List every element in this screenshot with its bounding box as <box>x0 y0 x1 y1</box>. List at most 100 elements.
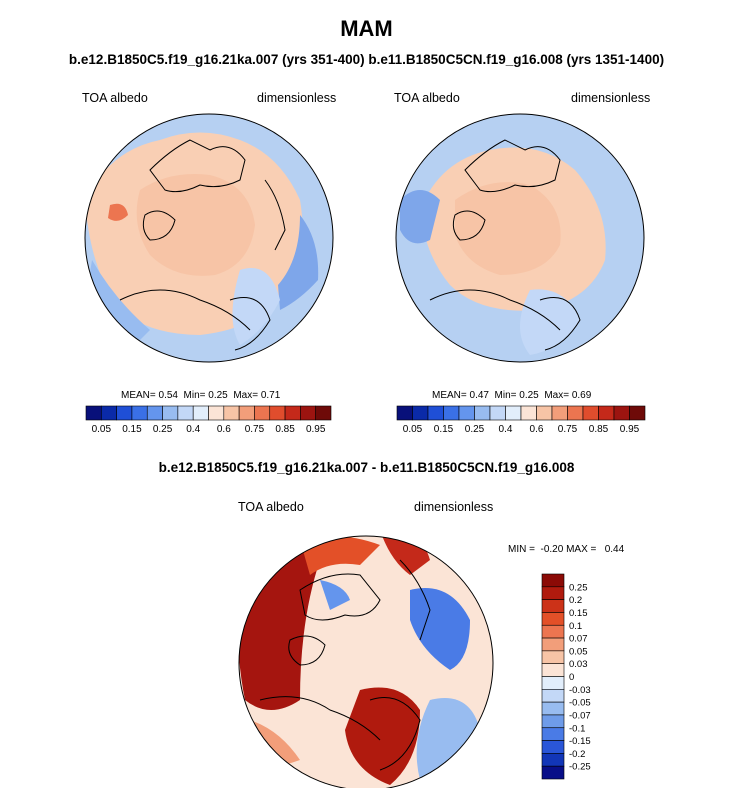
panel1-field-label: TOA albedo <box>82 91 148 105</box>
page-subtitle: b.e12.B1850C5.f19_g16.21ka.007 (yrs 351-… <box>68 52 665 67</box>
diff-colorbar-swatch <box>541 573 565 588</box>
panel2-colorbar-swatch <box>629 405 646 421</box>
diff-units-label: dimensionless <box>414 500 494 514</box>
diff-colorbar-tick-label: -0.07 <box>569 710 591 721</box>
panel2-coastlines <box>429 139 581 351</box>
diff-colorbar-swatch <box>541 612 565 626</box>
panel2-colorbar-tick-label: 0.85 <box>589 424 609 435</box>
panel1-colorbar-swatch <box>254 405 271 421</box>
panel2-colorbar-swatch <box>396 405 413 421</box>
panel2-colorbar-swatch <box>551 405 568 421</box>
diff-colorbar-tick-label: 0 <box>569 672 574 683</box>
diff-colorbar-tick-label: 0.15 <box>569 608 588 619</box>
diff-colorbar-swatch <box>541 637 565 652</box>
panel2-colorbar-swatch <box>458 405 475 421</box>
panel2-colorbar-swatch <box>582 405 599 421</box>
max-label: Max= <box>544 390 570 401</box>
diff-colorbar-tick-label: 0.05 <box>569 646 588 657</box>
panel2-colorbar-swatch <box>489 405 506 421</box>
panel2-polar-map <box>396 114 644 362</box>
max-value: 0.69 <box>571 390 592 401</box>
diff-colorbar-tick-label: 0.03 <box>569 659 588 670</box>
panel1-coastlines <box>119 139 286 351</box>
panel1-colorbar-swatch <box>315 405 332 421</box>
panel2-colorbar-swatch <box>412 405 429 421</box>
mean-value: 0.47 <box>469 390 489 401</box>
diff-colorbar-swatch <box>541 714 565 729</box>
diff-colorbar-swatch <box>541 650 565 664</box>
panel2-colorbar-swatch <box>520 405 537 421</box>
mean-value: 0.54 <box>158 390 178 401</box>
panel2-colorbar-swatch <box>427 405 444 421</box>
min-label: Min= <box>183 390 206 401</box>
panel1-colorbar-tick-label: 0.75 <box>245 424 265 435</box>
panel1-colorbar-tick-label: 0.25 <box>153 424 173 435</box>
panel2-units-label: dimensionless <box>571 91 651 105</box>
max-label: Max= <box>233 390 259 401</box>
panel2-colorbar-tick-label: 0.05 <box>403 424 423 435</box>
diff-colorbar-swatch <box>541 701 565 716</box>
diff-colorbar-tick-label: -0.2 <box>569 749 585 760</box>
panel2-colorbar-tick-label: 0.6 <box>530 424 544 435</box>
panel2-colorbar-tick-label: 0.95 <box>620 424 640 435</box>
panel1-colorbar-swatch <box>101 405 117 421</box>
diff-colorbar-swatch <box>541 624 565 639</box>
panel2-colorbar-tick-label: 0.25 <box>465 424 485 435</box>
diff-colorbar: 0.250.20.150.10.070.050.030-0.03-0.05-0.… <box>541 573 591 780</box>
panel1-colorbar-swatch <box>300 405 316 421</box>
diff-field-label: TOA albedo <box>238 500 304 514</box>
panel2-colorbar-tick-label: 0.15 <box>434 424 454 435</box>
diff-coastlines <box>259 559 431 771</box>
panel1-colorbar-tick-label: 0.05 <box>92 424 112 435</box>
diff-colorbar-tick-label: -0.03 <box>569 685 591 696</box>
diff-colorbar-swatch <box>541 765 565 780</box>
panel1-colorbar-tick-label: 0.15 <box>122 424 142 435</box>
panel1-map-border <box>84 113 334 363</box>
panel2-colorbar-tick-label: 0.4 <box>499 424 513 435</box>
difference-title: b.e12.B1850C5.f19_g16.21ka.007 - b.e11.B… <box>158 460 575 475</box>
diff-colorbar-tick-label: 0.2 <box>569 595 582 606</box>
min-value: 0.25 <box>519 390 539 401</box>
panel1-colorbar-swatch <box>269 405 286 421</box>
diff-colorbar-swatch <box>541 740 565 754</box>
panel1-colorbar-swatch <box>177 405 194 421</box>
page-title: MAM <box>340 16 393 41</box>
panel1-colorbar-tick-label: 0.6 <box>217 424 231 435</box>
diff-colorbar-tick-label: 0.07 <box>569 634 588 645</box>
diff-colorbar-tick-label: 0.1 <box>569 621 582 632</box>
diff-colorbar-tick-label: 0.25 <box>569 582 588 593</box>
panel2-colorbar-swatch <box>567 405 584 421</box>
panel1-colorbar-swatch <box>223 405 240 421</box>
diff-colorbar-swatch <box>541 586 565 600</box>
panel1-colorbar-swatch <box>192 405 209 421</box>
panel2-colorbar-swatch <box>474 405 491 421</box>
mean-label: MEAN= <box>121 390 156 401</box>
panel1-colorbar-swatch <box>238 405 255 421</box>
panel1-colorbar-swatch <box>116 405 133 421</box>
panel1-polar-map <box>85 114 333 362</box>
diff-colorbar-tick-label: -0.05 <box>569 698 591 709</box>
panel2-colorbar: 0.05 0.15 0.25 0.4 0.6 0.75 0.85 0.95 <box>396 405 646 435</box>
panel2-map-border <box>395 113 645 363</box>
diff-colorbar-swatch <box>541 753 565 767</box>
max-value: 0.71 <box>260 390 281 401</box>
panel2-colorbar-swatch <box>505 405 522 421</box>
panel1-colorbar-swatch <box>208 405 225 421</box>
diff-minmax: MIN = -0.20 MAX = 0.44 <box>508 544 625 555</box>
diff-colorbar-swatch <box>541 676 565 690</box>
diff-colorbar-tick-label: -0.1 <box>569 723 585 734</box>
panel2-colorbar-swatch <box>443 405 460 421</box>
panel1-colorbar: 0.05 0.15 0.25 0.4 0.6 0.75 0.85 0.95 <box>85 405 332 435</box>
diff-colorbar-swatch <box>541 599 565 613</box>
panel2-stats: MEAN= 0.47 Min= 0.25 Max= 0.69 <box>432 390 591 401</box>
panel2-colorbar-swatch <box>598 405 615 421</box>
panel2-field-label: TOA albedo <box>394 91 460 105</box>
panel1-colorbar-tick-label: 0.95 <box>306 424 326 435</box>
panel1-colorbar-swatch <box>85 405 102 421</box>
panel1-colorbar-swatch <box>162 405 179 421</box>
panel2-colorbar-swatch <box>536 405 553 421</box>
diff-colorbar-tick-label: -0.25 <box>569 762 591 773</box>
panel1-stats: MEAN= 0.54 Min= 0.25 Max= 0.71 <box>121 390 280 401</box>
diff-polar-map <box>239 536 493 788</box>
